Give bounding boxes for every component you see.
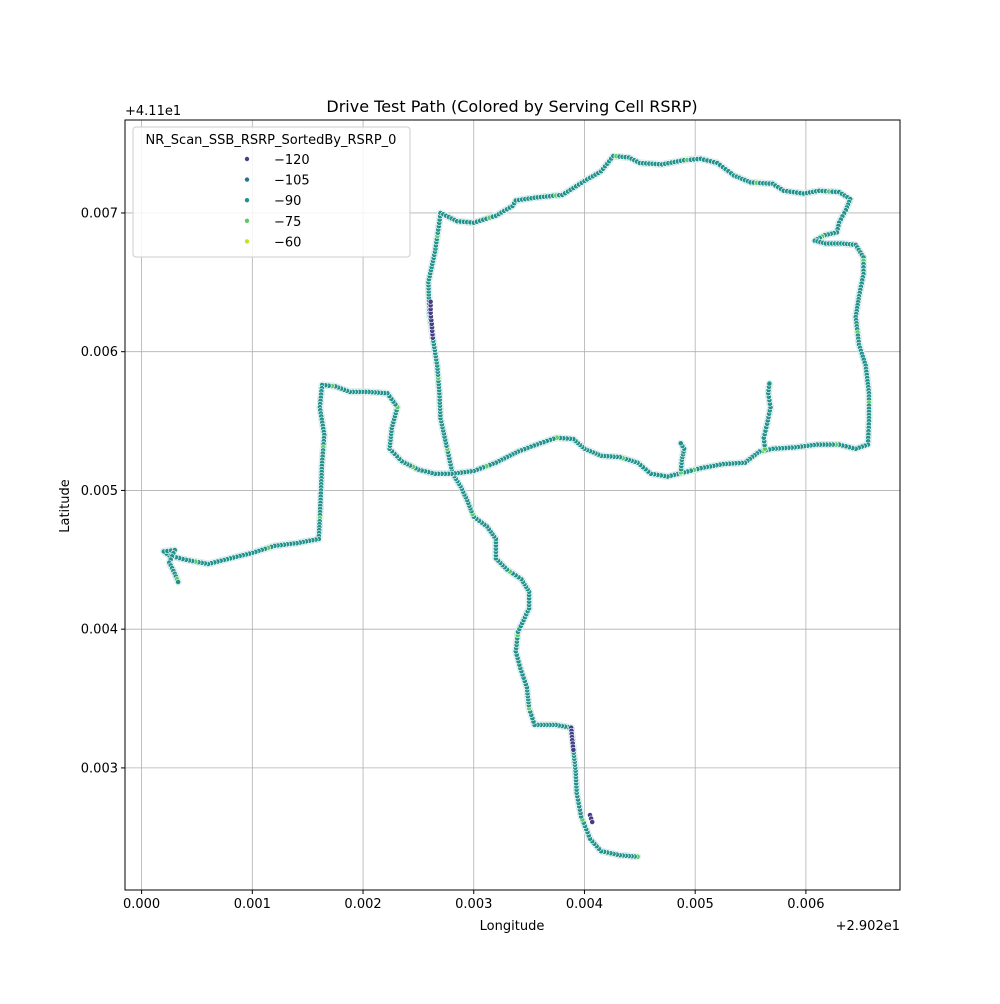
legend-label: −75 — [274, 215, 301, 230]
y-tick-label: 0.005 — [81, 484, 118, 499]
data-point-low — [589, 819, 596, 825]
y-tick-label: 0.004 — [81, 623, 118, 638]
legend-label: −120 — [274, 153, 310, 168]
x-tick-label: 0.001 — [234, 897, 271, 912]
x-tick-label: 0.000 — [123, 897, 160, 912]
legend-label: −60 — [274, 235, 301, 250]
x-axis-label: Longitude — [480, 919, 545, 934]
data-point — [175, 579, 181, 585]
data-point-low — [570, 747, 577, 753]
grid — [125, 120, 900, 890]
legend-box — [132, 126, 411, 258]
legend-marker — [244, 156, 250, 162]
chart-title: Drive Test Path (Colored by Serving Cell… — [326, 97, 697, 116]
plot-frame — [124, 119, 901, 891]
legend-marker — [244, 198, 250, 203]
data-point — [766, 380, 773, 387]
x-axis-ticks: 0.000 0.001 0.002 0.003 0.004 0.005 0.006 — [123, 890, 825, 912]
legend-marker — [244, 177, 250, 182]
y-offset-label: +4.11e1 — [125, 104, 181, 119]
data-points — [160, 153, 872, 860]
x-offset-label: +2.902e1 — [836, 919, 900, 934]
legend-label: −105 — [274, 174, 310, 189]
legend-label: −90 — [274, 194, 301, 209]
x-tick-label: 0.002 — [344, 897, 381, 912]
y-tick-label: 0.006 — [81, 345, 118, 360]
x-tick-label: 0.006 — [787, 897, 824, 912]
y-axis-label: Latitude — [58, 479, 73, 533]
legend-marker — [244, 218, 250, 223]
y-tick-label: 0.007 — [81, 206, 118, 221]
legend-marker — [244, 239, 250, 244]
data-point-low — [427, 298, 434, 305]
data-point — [677, 440, 684, 447]
legend: NR_Scan_SSB_RSRP_SortedBy_RSRP_0 −120 −10… — [132, 126, 411, 258]
y-tick-label: 0.003 — [81, 761, 118, 776]
x-tick-label: 0.003 — [455, 897, 492, 912]
legend-title: NR_Scan_SSB_RSRP_SortedBy_RSRP_0 — [146, 133, 397, 148]
x-tick-label: 0.005 — [677, 897, 714, 912]
y-axis-ticks: 0.003 0.004 0.005 0.006 0.007 — [81, 206, 125, 776]
legend-entries: −120 −105 −90 −75 −60 — [244, 153, 310, 250]
x-tick-label: 0.004 — [566, 897, 603, 912]
